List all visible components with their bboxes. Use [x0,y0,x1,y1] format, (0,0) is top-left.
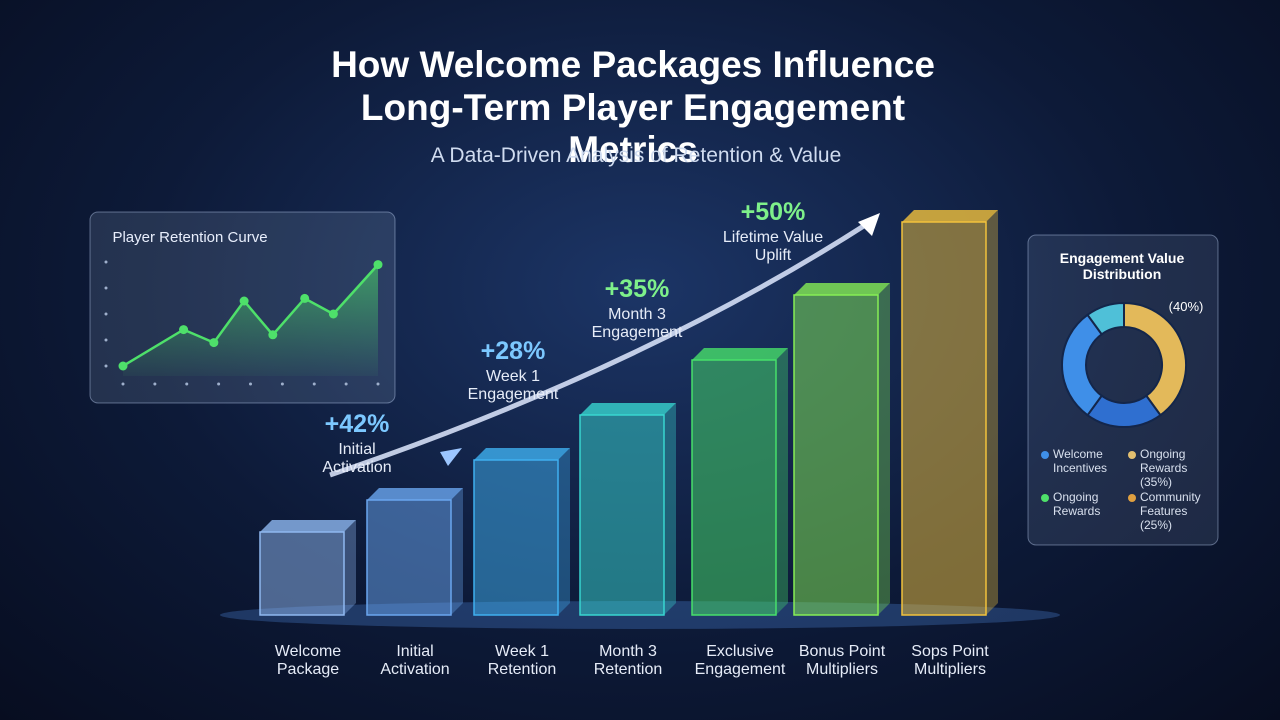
bar-side [776,348,788,615]
legend-marker [1041,451,1049,459]
bar-side [664,403,676,615]
x-tick [185,382,189,386]
bar [579,414,665,616]
trend-arrow [329,219,872,478]
point [300,293,310,303]
x-tick [280,382,284,386]
bar [793,294,879,616]
bar [901,221,987,616]
x-tick [249,382,252,386]
bar-side [878,283,890,615]
bar-top [902,210,998,222]
arrow-head [440,448,462,466]
line-title: Player Retention Curve [112,229,268,246]
title: How Welcome Packages Influence Long-Term… [331,44,935,171]
bar-top [260,520,356,532]
x-label: Week 1 Retention [487,643,557,679]
bar-top [474,448,570,460]
x-label: Welcome Package [274,643,342,679]
point [179,325,189,335]
annotation-label: Month 3 Engagement [591,306,683,342]
bar-side [558,448,570,615]
bar-top [794,283,890,295]
y-tick [104,260,108,264]
pie-segment [1123,301,1187,417]
legend-marker [1041,494,1049,502]
bar-side [344,520,356,615]
point [328,309,338,319]
y-tick [104,286,108,290]
legend-label: Ongoing Rewards (35%) [1140,447,1188,489]
x-tick [217,382,221,386]
legend-marker [1128,451,1136,459]
point [373,260,383,270]
x-label: Initial Activation [380,643,450,679]
annotation-value: +42% [324,410,390,438]
pie-segment [1086,301,1125,336]
subtitle: A Data-Driven Analysis of Retention & Va… [430,144,842,167]
y-tick [104,364,108,368]
annotation-value: +35% [604,275,670,303]
line-area [123,264,378,376]
bar-side [986,210,998,615]
annotation-value: +28% [480,337,546,365]
annotation-label: Lifetime Value Uplift [722,229,824,265]
bar [691,359,777,616]
bar-side [451,488,463,615]
annotation-value: +50% [740,198,806,226]
pie-panel [1027,234,1219,546]
legend-label: Ongoing Rewards [1053,490,1101,518]
x-label: Sops Point Multipliers [911,643,989,679]
legend-label: Welcome Incentives [1053,447,1108,475]
point [118,361,128,371]
x-tick [312,382,316,386]
pie-callout: (40%) [1168,299,1204,314]
point [268,330,278,340]
x-tick [344,382,348,386]
x-label: Exclusive Engagement [694,643,786,679]
y-tick [104,312,108,316]
bar [259,531,345,616]
point [239,296,249,306]
y-tick [104,338,108,342]
legend-label: Community Features (25%) [1140,490,1201,532]
bar-top [580,403,676,415]
arrow-head [858,213,880,236]
annotation-label: Week 1 Engagement [467,368,559,404]
line [122,263,379,368]
bar [473,459,559,616]
legend-marker [1128,494,1136,502]
bar-top [367,488,463,500]
x-tick [153,382,157,386]
x-label: Month 3 Retention [593,643,663,679]
pie-title: Engagement Value Distribution [1059,250,1185,283]
bar-top [692,348,788,360]
bar [366,499,452,616]
x-tick [376,382,380,386]
x-label: Bonus Point Multipliers [798,643,886,679]
x-tick [121,382,125,386]
annotation-label: Initial Activation [322,441,392,477]
point [209,338,219,348]
